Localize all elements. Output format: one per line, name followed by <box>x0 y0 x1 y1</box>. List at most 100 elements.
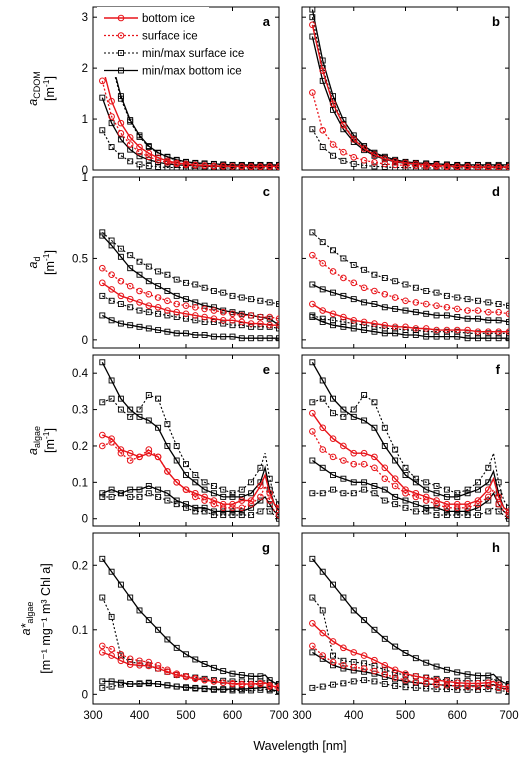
data-point <box>126 457 134 464</box>
data-point <box>247 320 255 327</box>
data-point <box>495 335 502 342</box>
data-point <box>108 652 115 659</box>
data-point <box>99 642 106 650</box>
data-point <box>108 113 115 120</box>
data-point <box>173 683 180 690</box>
y-axis-label-main: ad <box>26 257 42 269</box>
legend-entry: min/max bottom ice <box>104 66 242 78</box>
data-point <box>391 161 399 169</box>
data-point <box>117 395 124 402</box>
data-point <box>443 500 451 508</box>
data-point <box>257 482 264 490</box>
series-line-surf_max <box>312 231 509 307</box>
data-point <box>423 288 430 294</box>
data-point <box>136 486 143 493</box>
series-line-bot_max <box>101 362 279 512</box>
y-tick-label: 0.3 <box>72 405 88 417</box>
data-point <box>127 265 134 272</box>
data-point <box>164 328 171 335</box>
data-point <box>309 594 316 601</box>
data-point <box>381 321 389 329</box>
data-point <box>248 479 255 486</box>
data-point <box>474 497 482 504</box>
data-point <box>412 332 419 338</box>
data-point <box>433 312 440 319</box>
data-point <box>257 297 264 304</box>
data-point <box>99 279 106 287</box>
data-point <box>464 296 471 303</box>
data-point <box>350 663 358 671</box>
data-point <box>229 512 236 519</box>
data-point <box>485 686 492 693</box>
data-point <box>145 680 152 687</box>
data-point <box>155 268 162 275</box>
data-point <box>319 568 326 575</box>
data-point <box>276 687 279 694</box>
data-point <box>433 512 440 519</box>
data-point <box>182 160 190 168</box>
data-point <box>464 307 471 314</box>
data-point <box>402 650 409 656</box>
data-point <box>464 163 471 170</box>
data-point <box>99 399 106 406</box>
y-axis-label-unit: [m-1] <box>41 250 57 275</box>
data-point <box>136 657 143 665</box>
panel-d-frame <box>301 176 510 349</box>
y-tick-label: 1 <box>82 114 88 126</box>
y-axis-label-main: aalgae <box>26 426 42 455</box>
data-point <box>381 443 388 449</box>
data-point <box>443 312 450 319</box>
data-point <box>210 512 217 519</box>
data-point <box>402 323 409 331</box>
data-point <box>145 490 152 497</box>
data-point <box>505 328 509 336</box>
data-point <box>350 490 357 497</box>
data-point <box>485 486 492 493</box>
data-point <box>220 289 227 296</box>
data-point <box>330 395 336 402</box>
legend-label: surface ice <box>142 31 198 43</box>
data-point <box>155 310 162 317</box>
data-point <box>136 153 143 160</box>
panel-c-frame <box>92 176 280 349</box>
data-point <box>210 500 218 508</box>
data-point <box>433 663 440 670</box>
y-tick-label: 0.2 <box>72 560 88 572</box>
data-point <box>127 413 134 420</box>
data-point <box>201 479 208 486</box>
data-point <box>266 335 273 342</box>
data-point <box>219 504 227 512</box>
data-point <box>155 493 162 500</box>
data-point <box>247 163 255 170</box>
data-point <box>506 318 509 325</box>
data-point <box>340 148 347 156</box>
data-point <box>506 681 509 687</box>
series-line-bottom <box>311 412 509 512</box>
y-axis-label-main: aCDOM <box>26 71 42 105</box>
data-point <box>422 325 430 332</box>
y-tick-label: 3 <box>82 12 88 24</box>
data-point <box>126 282 134 290</box>
panel-c: 0 0.5 1 c <box>72 172 280 349</box>
data-point <box>238 512 245 519</box>
data-point <box>505 310 509 318</box>
data-point <box>475 486 481 493</box>
data-point <box>453 679 461 687</box>
data-point <box>392 501 399 508</box>
data-point <box>453 504 461 512</box>
data-point <box>464 326 471 334</box>
data-point <box>392 278 399 285</box>
data-point <box>192 472 199 479</box>
data-point <box>99 264 106 272</box>
data-point <box>183 684 189 691</box>
data-point <box>371 159 378 166</box>
data-point <box>201 676 208 684</box>
data-point <box>257 320 264 327</box>
data-point <box>495 317 502 324</box>
data-point <box>495 508 502 515</box>
data-point <box>340 413 347 420</box>
data-point <box>210 333 217 340</box>
data-point <box>145 617 152 624</box>
data-point <box>126 134 134 141</box>
